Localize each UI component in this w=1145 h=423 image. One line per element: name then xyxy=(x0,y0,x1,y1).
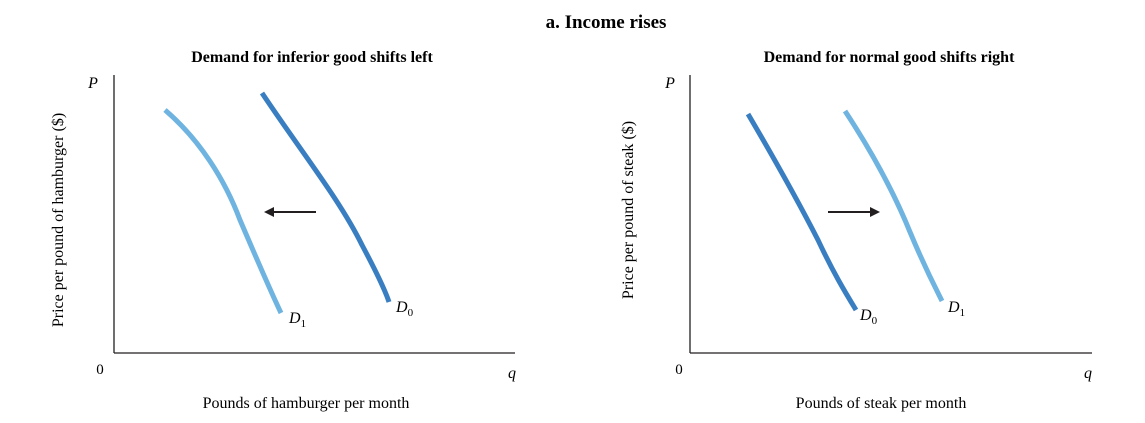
panel-normal-good: Demand for normal good shifts right P 0 … xyxy=(620,49,1092,412)
label-d1: D1 xyxy=(947,299,965,319)
y-axis-symbol: P xyxy=(87,75,98,92)
x-axis-label: Pounds of steak per month xyxy=(796,395,967,412)
x-axis-symbol: q xyxy=(1084,365,1092,382)
demand-curve-d1 xyxy=(163,108,284,315)
y-axis-label: Price per pound of hamburger ($) xyxy=(50,113,67,327)
label-d1: D1 xyxy=(288,310,306,330)
figure-title: a. Income rises xyxy=(546,12,667,33)
panel-title: Demand for normal good shifts right xyxy=(764,49,1015,66)
y-axis-symbol: P xyxy=(664,75,675,92)
y-axis-label: Price per pound of steak ($) xyxy=(620,121,637,299)
panel-inferior-good: Demand for inferior good shifts left P 0… xyxy=(50,49,516,412)
label-d0: D0 xyxy=(859,307,878,327)
demand-curve-d0 xyxy=(259,91,392,303)
x-axis-label: Pounds of hamburger per month xyxy=(203,395,410,412)
origin-label: 0 xyxy=(96,362,104,378)
demand-curve-d1 xyxy=(842,109,945,303)
label-d0: D0 xyxy=(395,299,414,319)
panel-title: Demand for inferior good shifts left xyxy=(191,49,433,66)
x-axis-symbol: q xyxy=(508,365,516,382)
demand-curve-d0 xyxy=(745,112,859,312)
origin-label: 0 xyxy=(675,362,683,378)
